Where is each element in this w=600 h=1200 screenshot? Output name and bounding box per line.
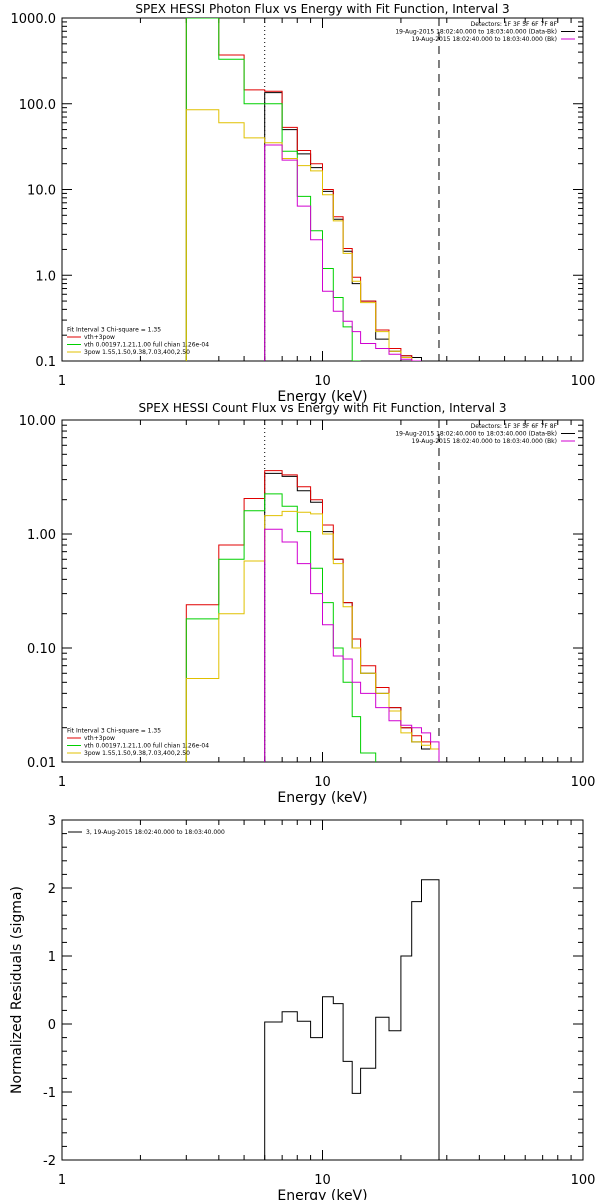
panel2-y-tick-label: 0.10 — [27, 642, 56, 657]
panel1-x-tick-label: 1 — [58, 374, 66, 389]
panel1-legend-left-text: vth 0.00197,1.21,1.00 full chian 1.26e-0… — [84, 342, 209, 349]
panel3-x-tick-label: 10 — [314, 1173, 331, 1188]
panel2-x-axis-label: Energy (keV) — [277, 790, 367, 806]
panel3-axes-frame — [61, 819, 584, 1161]
panel3-x-axis-label: Energy (keV) — [277, 1188, 367, 1200]
panel1-legend-left-text: Fit Interval 3 Chi-square = 1.35 — [67, 327, 161, 334]
panel1-legend-right-text: 19-Aug-2015 18:02:40.000 to 18:03:40.000… — [395, 29, 557, 36]
panel2-legend-right-text: 19-Aug-2015 18:02:40.000 to 18:03:40.000… — [412, 438, 557, 445]
panel2-x-tick-label: 1 — [58, 775, 66, 790]
panel2-legend-right-text: 19-Aug-2015 18:02:40.000 to 18:03:40.000… — [395, 431, 557, 438]
panel3-series-residuals — [264, 879, 440, 1160]
panel2-series-vth — [185, 493, 377, 762]
panel3-y-axis-label: Normalized Residuals (sigma) — [9, 886, 25, 1094]
panel2-series-bk — [264, 528, 440, 762]
panel1-x-tick-label: 10 — [314, 374, 331, 389]
panel1-legend-right-text: Detectors: 1F 3F 5F 6F 7F 8F — [471, 21, 558, 28]
panel1-legend-right-text: 19-Aug-2015 18:02:40.000 to 18:03:40.000… — [412, 36, 557, 43]
panel2-x-tick-label: 100 — [571, 775, 596, 790]
panel1-y-tick-label: 1000.0 — [11, 12, 57, 27]
panel3-y-tick-label: -1 — [43, 1086, 56, 1101]
panel1-legend-left-text: 3pow 1.55,1.50,9.38,7.03,400,2.50 — [84, 349, 190, 356]
panel1-title: SPEX HESSI Photon Flux vs Energy with Fi… — [135, 2, 509, 16]
panel2-legend-left-text: vth 0.00197,1.21,1.00 full chian 1.26e-0… — [84, 743, 209, 750]
panel1-x-axis-label: Energy (keV) — [277, 389, 367, 405]
panel1-series-vth — [185, 18, 361, 361]
panel3-x-tick-label: 100 — [571, 1173, 596, 1188]
panel3-legend-text: 3, 19-Aug-2015 18:02:40.000 to 18:03:40.… — [86, 829, 225, 836]
panel1-series-3pow — [185, 109, 422, 361]
panel3-y-tick-label: 2 — [48, 882, 56, 897]
panel3-y-tick-label: -2 — [43, 1154, 56, 1169]
panel2-title: SPEX HESSI Count Flux vs Energy with Fit… — [138, 401, 506, 415]
panel2-x-tick-label: 10 — [314, 775, 331, 790]
panel1-y-tick-label: 1.0 — [35, 269, 56, 284]
panel1-series-bk — [264, 144, 422, 361]
panel1-y-tick-label: 10.0 — [27, 184, 56, 199]
panel2-y-tick-label: 0.01 — [27, 756, 56, 771]
panel2-y-tick-label: 1.00 — [27, 528, 56, 543]
panel2-legend-left-text: vth+3pow — [84, 735, 115, 742]
panel2-y-tick-label: 10.00 — [19, 414, 56, 429]
panel2-legend-left-text: 3pow 1.55,1.50,9.38,7.03,400,2.50 — [84, 750, 190, 757]
panel1-y-tick-label: 0.1 — [35, 355, 56, 370]
panel3-y-tick-label: 3 — [48, 814, 56, 829]
panel1-legend-left-text: vth+3pow — [84, 334, 115, 341]
panel3-x-tick-label: 1 — [58, 1173, 66, 1188]
panel1-y-tick-label: 100.0 — [19, 98, 56, 113]
panel3-y-tick-label: 0 — [48, 1018, 56, 1033]
panel3-y-tick-label: 1 — [48, 950, 56, 965]
panel2-legend-right-text: Detectors: 1F 3F 5F 6F 7F 8F — [471, 423, 558, 430]
panel2-legend-left-text: Fit Interval 3 Chi-square = 1.35 — [67, 728, 161, 735]
panel1-x-tick-label: 100 — [571, 374, 596, 389]
panel1-series-vth-3pow — [185, 18, 422, 361]
